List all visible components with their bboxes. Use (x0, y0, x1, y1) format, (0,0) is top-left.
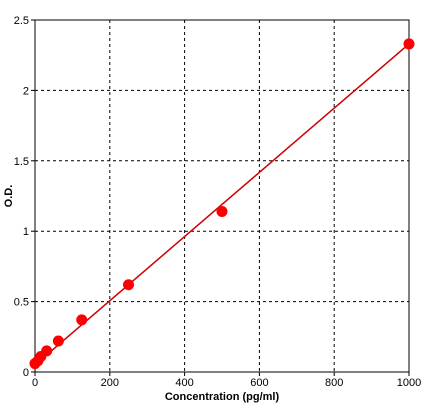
x-tick-label: 800 (325, 377, 343, 389)
y-tick-label: 0 (23, 367, 29, 379)
data-point (41, 345, 53, 357)
y-axis-title: O.D. (3, 185, 15, 208)
x-tick-label: 400 (175, 377, 193, 389)
plot-frame (34, 19, 410, 373)
x-axis-title: Concentration (pg/ml) (165, 391, 280, 403)
data-point (216, 205, 228, 217)
tick-labels: 0 200 400 600 800 1000 0 0.5 1 1.5 2 2.5 (14, 15, 422, 389)
x-tick-label: 200 (101, 377, 119, 389)
data-points (29, 38, 415, 370)
x-tick-label: 1000 (397, 377, 421, 389)
x-tick-label: 600 (250, 377, 268, 389)
y-tick-label: 1.5 (14, 156, 29, 168)
data-point (123, 279, 134, 291)
y-tick-label: 2.5 (14, 15, 29, 27)
data-point (403, 38, 415, 50)
y-tick-label: 2 (23, 85, 29, 97)
y-tick-label: 0.5 (14, 297, 29, 309)
grid-lines (35, 20, 409, 372)
y-tick-label: 1 (23, 226, 29, 238)
x-tick-label: 0 (32, 377, 38, 389)
data-point (76, 314, 88, 326)
fit-line-layer (34, 43, 410, 366)
fit-line (34, 43, 410, 366)
data-point (52, 335, 64, 347)
